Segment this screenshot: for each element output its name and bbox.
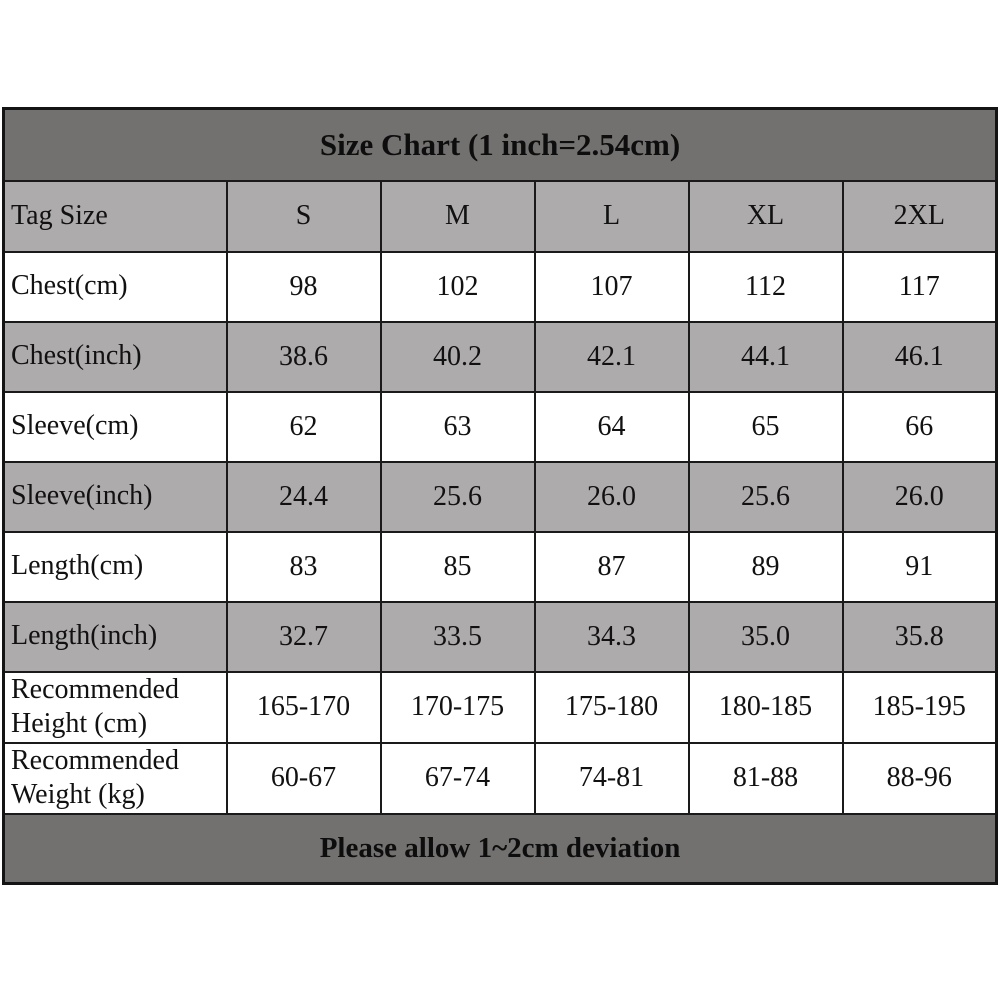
- table-row-length-inch: Length(inch) 32.7 33.5 34.3 35.0 35.8: [2, 600, 998, 673]
- cell: 170-175: [379, 670, 536, 744]
- cell: 62: [225, 390, 382, 463]
- cell: 63: [379, 390, 536, 463]
- cell: 35.8: [841, 600, 998, 673]
- cell: 67-74: [379, 741, 536, 815]
- cell: 66: [841, 390, 998, 463]
- table-row-chest-cm: Chest(cm) 98 102 107 112 117: [2, 250, 998, 323]
- table-title-row: Size Chart (1 inch=2.54cm): [2, 107, 998, 182]
- cell: 98: [225, 250, 382, 323]
- cell: 117: [841, 250, 998, 323]
- table-row-recommended-height: Recommended Height (cm) 165-170 170-175 …: [2, 670, 998, 744]
- cell: 65: [687, 390, 844, 463]
- column-header-2xl: 2XL: [841, 179, 998, 253]
- cell: 64: [533, 390, 690, 463]
- cell: 91: [841, 530, 998, 603]
- cell: 60-67: [225, 741, 382, 815]
- row-label: Chest(inch): [2, 320, 228, 393]
- column-header-tag-size: Tag Size: [2, 179, 228, 253]
- table-row-chest-inch: Chest(inch) 38.6 40.2 42.1 44.1 46.1: [2, 320, 998, 393]
- cell: 107: [533, 250, 690, 323]
- row-label: Recommended Weight (kg): [2, 741, 228, 815]
- cell: 85: [379, 530, 536, 603]
- cell: 88-96: [841, 741, 998, 815]
- table-row-length-cm: Length(cm) 83 85 87 89 91: [2, 530, 998, 603]
- cell: 180-185: [687, 670, 844, 744]
- cell: 26.0: [533, 460, 690, 533]
- cell: 83: [225, 530, 382, 603]
- row-label: Sleeve(inch): [2, 460, 228, 533]
- cell: 102: [379, 250, 536, 323]
- cell: 87: [533, 530, 690, 603]
- deviation-note: Please allow 1~2cm deviation: [2, 812, 998, 885]
- row-label: Chest(cm): [2, 250, 228, 323]
- table-row-recommended-weight: Recommended Weight (kg) 60-67 67-74 74-8…: [2, 741, 998, 815]
- row-label: Recommended Height (cm): [2, 670, 228, 744]
- table-title: Size Chart (1 inch=2.54cm): [2, 107, 998, 182]
- cell: 81-88: [687, 741, 844, 815]
- cell: 35.0: [687, 600, 844, 673]
- cell: 32.7: [225, 600, 382, 673]
- column-header-l: L: [533, 179, 690, 253]
- table-row-sleeve-inch: Sleeve(inch) 24.4 25.6 26.0 25.6 26.0: [2, 460, 998, 533]
- cell: 25.6: [379, 460, 536, 533]
- cell: 165-170: [225, 670, 382, 744]
- row-label: Sleeve(cm): [2, 390, 228, 463]
- cell: 26.0: [841, 460, 998, 533]
- cell: 33.5: [379, 600, 536, 673]
- cell: 34.3: [533, 600, 690, 673]
- size-chart-table: Size Chart (1 inch=2.54cm) Tag Size S M …: [2, 107, 999, 885]
- row-label: Length(cm): [2, 530, 228, 603]
- cell: 38.6: [225, 320, 382, 393]
- cell: 89: [687, 530, 844, 603]
- cell: 74-81: [533, 741, 690, 815]
- cell: 46.1: [841, 320, 998, 393]
- table-footer-row: Please allow 1~2cm deviation: [2, 812, 998, 885]
- table-header-row: Tag Size S M L XL 2XL: [2, 179, 998, 253]
- cell: 185-195: [841, 670, 998, 744]
- cell: 175-180: [533, 670, 690, 744]
- cell: 25.6: [687, 460, 844, 533]
- cell: 24.4: [225, 460, 382, 533]
- column-header-xl: XL: [687, 179, 844, 253]
- cell: 112: [687, 250, 844, 323]
- cell: 42.1: [533, 320, 690, 393]
- row-label: Length(inch): [2, 600, 228, 673]
- cell: 44.1: [687, 320, 844, 393]
- cell: 40.2: [379, 320, 536, 393]
- column-header-s: S: [225, 179, 382, 253]
- column-header-m: M: [379, 179, 536, 253]
- table-row-sleeve-cm: Sleeve(cm) 62 63 64 65 66: [2, 390, 998, 463]
